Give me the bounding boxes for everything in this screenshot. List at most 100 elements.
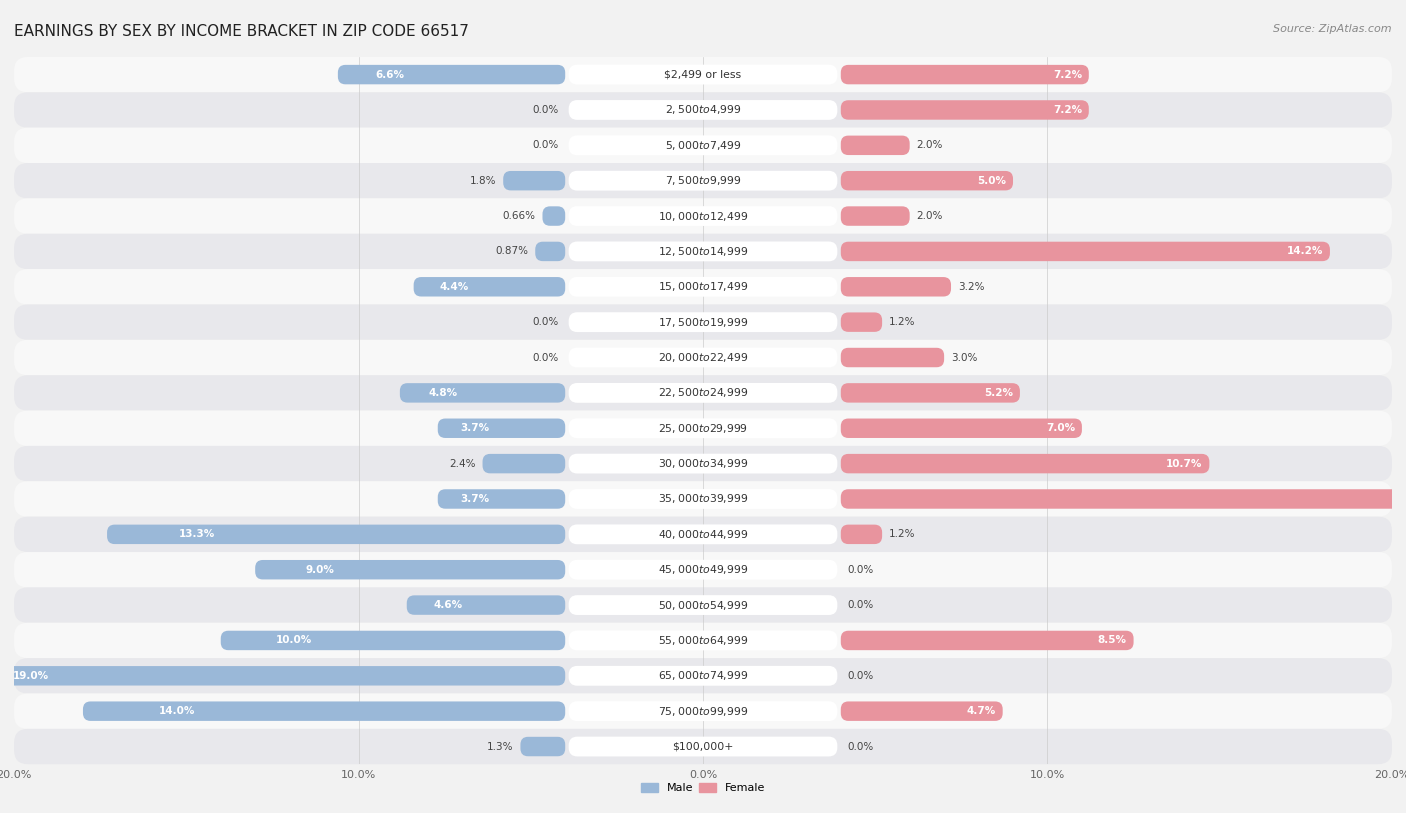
Text: 10.0%: 10.0%	[276, 636, 312, 646]
Text: 6.6%: 6.6%	[375, 70, 405, 80]
FancyBboxPatch shape	[841, 489, 1406, 509]
FancyBboxPatch shape	[14, 198, 1392, 233]
Text: $100,000+: $100,000+	[672, 741, 734, 751]
FancyBboxPatch shape	[841, 702, 1002, 721]
Text: $17,500 to $19,999: $17,500 to $19,999	[658, 315, 748, 328]
Text: 0.0%: 0.0%	[531, 353, 558, 363]
Text: 2.4%: 2.4%	[449, 459, 475, 468]
FancyBboxPatch shape	[841, 65, 1088, 85]
Text: $2,499 or less: $2,499 or less	[665, 70, 741, 80]
FancyBboxPatch shape	[14, 587, 1392, 623]
Text: 3.7%: 3.7%	[460, 424, 489, 433]
FancyBboxPatch shape	[406, 595, 565, 615]
Text: $55,000 to $64,999: $55,000 to $64,999	[658, 634, 748, 647]
Text: 10.7%: 10.7%	[1166, 459, 1202, 468]
FancyBboxPatch shape	[568, 136, 838, 155]
FancyBboxPatch shape	[841, 277, 950, 297]
FancyBboxPatch shape	[568, 595, 838, 615]
FancyBboxPatch shape	[568, 454, 838, 473]
FancyBboxPatch shape	[568, 560, 838, 580]
Text: 9.0%: 9.0%	[305, 565, 335, 575]
FancyBboxPatch shape	[568, 348, 838, 367]
Text: 8.5%: 8.5%	[1098, 636, 1126, 646]
Text: 1.2%: 1.2%	[889, 529, 915, 539]
FancyBboxPatch shape	[568, 489, 838, 509]
FancyBboxPatch shape	[520, 737, 565, 756]
FancyBboxPatch shape	[841, 383, 1019, 402]
Text: 7.0%: 7.0%	[1046, 424, 1076, 433]
Text: $65,000 to $74,999: $65,000 to $74,999	[658, 669, 748, 682]
FancyBboxPatch shape	[14, 517, 1392, 552]
Text: 5.0%: 5.0%	[977, 176, 1007, 185]
FancyBboxPatch shape	[14, 163, 1392, 198]
Text: $22,500 to $24,999: $22,500 to $24,999	[658, 386, 748, 399]
FancyBboxPatch shape	[503, 171, 565, 190]
FancyBboxPatch shape	[841, 241, 1330, 261]
FancyBboxPatch shape	[841, 312, 882, 332]
Text: $30,000 to $34,999: $30,000 to $34,999	[658, 457, 748, 470]
Text: Source: ZipAtlas.com: Source: ZipAtlas.com	[1274, 24, 1392, 34]
FancyBboxPatch shape	[14, 552, 1392, 587]
Text: 1.8%: 1.8%	[470, 176, 496, 185]
FancyBboxPatch shape	[568, 419, 838, 438]
Text: $10,000 to $12,499: $10,000 to $12,499	[658, 210, 748, 223]
Text: 0.87%: 0.87%	[495, 246, 529, 256]
Text: 0.0%: 0.0%	[531, 317, 558, 327]
FancyBboxPatch shape	[256, 560, 565, 580]
Text: 1.2%: 1.2%	[889, 317, 915, 327]
FancyBboxPatch shape	[568, 171, 838, 190]
FancyBboxPatch shape	[841, 171, 1012, 190]
FancyBboxPatch shape	[437, 419, 565, 438]
Text: 4.4%: 4.4%	[440, 282, 470, 292]
Text: 3.2%: 3.2%	[957, 282, 984, 292]
FancyBboxPatch shape	[14, 623, 1392, 659]
FancyBboxPatch shape	[14, 304, 1392, 340]
Legend: Male, Female: Male, Female	[637, 779, 769, 798]
FancyBboxPatch shape	[14, 269, 1392, 304]
Text: $20,000 to $22,499: $20,000 to $22,499	[658, 351, 748, 364]
Text: 3.7%: 3.7%	[460, 494, 489, 504]
Text: 7.2%: 7.2%	[1053, 105, 1083, 115]
FancyBboxPatch shape	[568, 524, 838, 544]
Text: $75,000 to $99,999: $75,000 to $99,999	[658, 705, 748, 718]
FancyBboxPatch shape	[568, 100, 838, 120]
FancyBboxPatch shape	[568, 277, 838, 297]
Text: 0.0%: 0.0%	[848, 741, 875, 751]
FancyBboxPatch shape	[413, 277, 565, 297]
FancyBboxPatch shape	[14, 659, 1392, 693]
FancyBboxPatch shape	[841, 454, 1209, 473]
Text: 4.8%: 4.8%	[427, 388, 457, 398]
FancyBboxPatch shape	[14, 375, 1392, 411]
FancyBboxPatch shape	[568, 631, 838, 650]
Text: $45,000 to $49,999: $45,000 to $49,999	[658, 563, 748, 576]
FancyBboxPatch shape	[568, 737, 838, 756]
Text: $50,000 to $54,999: $50,000 to $54,999	[658, 598, 748, 611]
FancyBboxPatch shape	[221, 631, 565, 650]
Text: 3.0%: 3.0%	[950, 353, 977, 363]
Text: 2.0%: 2.0%	[917, 211, 943, 221]
Text: $40,000 to $44,999: $40,000 to $44,999	[658, 528, 748, 541]
FancyBboxPatch shape	[841, 631, 1133, 650]
FancyBboxPatch shape	[14, 446, 1392, 481]
Text: 14.2%: 14.2%	[1286, 246, 1323, 256]
FancyBboxPatch shape	[14, 411, 1392, 446]
FancyBboxPatch shape	[841, 136, 910, 155]
Text: $7,500 to $9,999: $7,500 to $9,999	[665, 174, 741, 187]
FancyBboxPatch shape	[841, 100, 1088, 120]
FancyBboxPatch shape	[568, 702, 838, 721]
FancyBboxPatch shape	[107, 524, 565, 544]
FancyBboxPatch shape	[568, 666, 838, 685]
Text: 4.7%: 4.7%	[966, 706, 995, 716]
FancyBboxPatch shape	[536, 241, 565, 261]
FancyBboxPatch shape	[337, 65, 565, 85]
Text: 7.2%: 7.2%	[1053, 70, 1083, 80]
FancyBboxPatch shape	[83, 702, 565, 721]
FancyBboxPatch shape	[568, 312, 838, 332]
FancyBboxPatch shape	[14, 233, 1392, 269]
FancyBboxPatch shape	[482, 454, 565, 473]
FancyBboxPatch shape	[14, 57, 1392, 92]
Text: 0.0%: 0.0%	[531, 141, 558, 150]
Text: 5.2%: 5.2%	[984, 388, 1012, 398]
Text: 0.0%: 0.0%	[848, 565, 875, 575]
Text: 2.0%: 2.0%	[917, 141, 943, 150]
